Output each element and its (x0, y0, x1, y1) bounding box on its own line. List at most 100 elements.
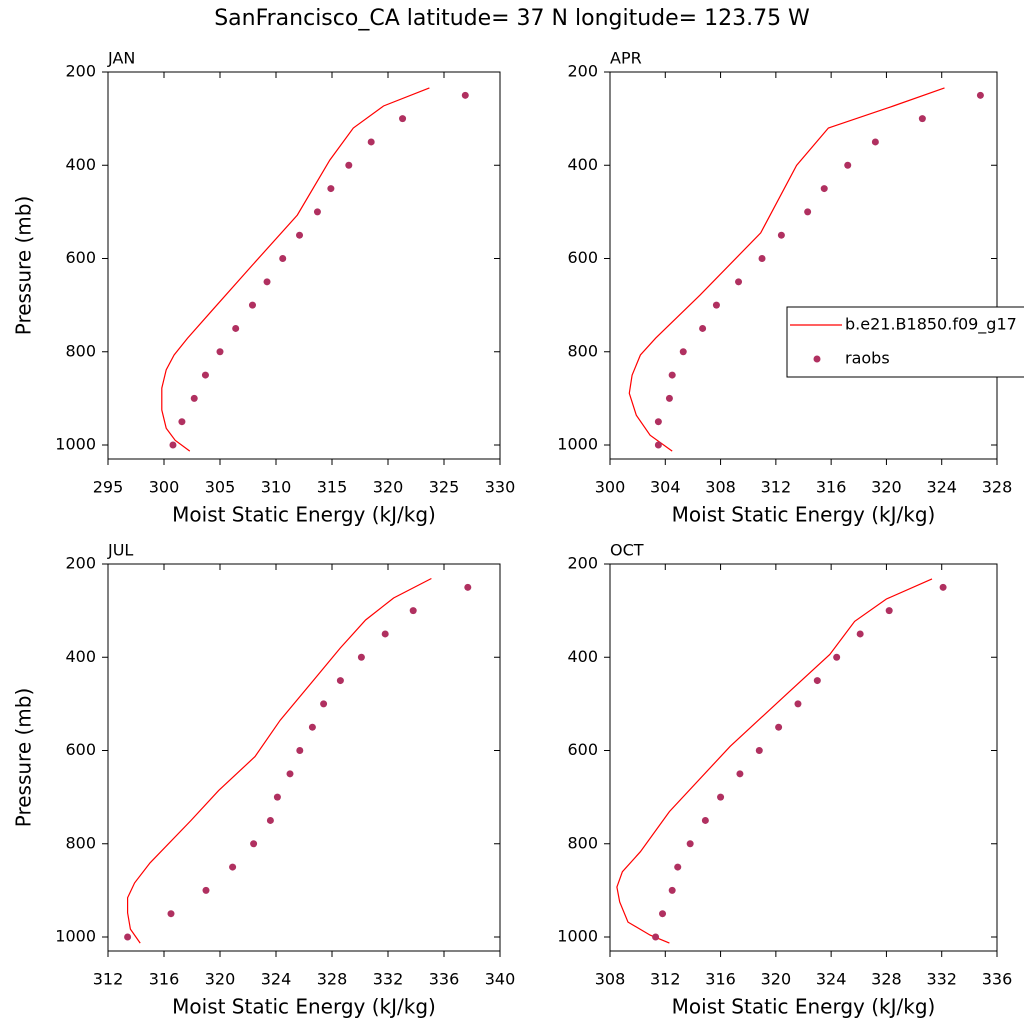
x-tick-label: 320 (373, 478, 404, 497)
raob-point (804, 208, 812, 216)
raob-point (674, 863, 682, 871)
raob-point (820, 185, 828, 193)
raob-point (856, 630, 864, 638)
y-tick-label: 800 (567, 833, 598, 852)
raob-point (202, 886, 210, 894)
model-line (127, 577, 432, 944)
raob-point (167, 910, 175, 918)
raob-point (250, 840, 258, 848)
x-tick-label: 332 (373, 970, 404, 989)
y-tick-label: 1000 (557, 927, 598, 946)
raob-point (939, 583, 947, 591)
x-tick-label: 320 (205, 970, 236, 989)
raob-point (296, 747, 304, 755)
raob-point (190, 394, 198, 402)
raob-point (844, 161, 852, 169)
raob-point (668, 886, 676, 894)
raob-point (735, 278, 743, 286)
raob-point (659, 910, 667, 918)
raob-point (736, 770, 744, 778)
y-tick-label: 1000 (55, 927, 96, 946)
panel-label: JUL (107, 541, 133, 560)
x-tick-label: 332 (926, 970, 957, 989)
x-tick-label: 328 (982, 478, 1013, 497)
raob-point (327, 185, 335, 193)
y-tick-label: 600 (65, 248, 96, 267)
raob-point (232, 324, 240, 332)
raob-point (813, 677, 821, 685)
raob-point (336, 677, 344, 685)
figure-title: SanFrancisco_CA latitude= 37 N longitude… (214, 6, 810, 31)
y-tick-label: 200 (567, 554, 598, 573)
plot-frame (107, 71, 501, 460)
y-tick-label: 400 (65, 647, 96, 666)
x-axis-label: Moist Static Energy (kJ/kg) (172, 995, 436, 1019)
raob-point (308, 723, 316, 731)
panel-label: OCT (610, 541, 644, 560)
raob-point (216, 348, 224, 356)
x-tick-label: 312 (650, 970, 681, 989)
raob-point (777, 231, 785, 239)
raob-point (320, 700, 328, 708)
raob-point (679, 348, 687, 356)
raob-point (775, 723, 783, 731)
raob-point (124, 933, 132, 941)
plot-frame (609, 71, 998, 460)
raob-point (758, 255, 766, 263)
x-tick-label: 316 (149, 970, 180, 989)
x-tick-label: 305 (205, 478, 236, 497)
raob-point (794, 700, 802, 708)
raob-point (699, 324, 707, 332)
raob-point (367, 138, 375, 146)
x-tick-label: 324 (926, 478, 957, 497)
model-line (161, 87, 430, 452)
raob-point (357, 653, 365, 661)
raob-point (918, 115, 926, 123)
x-tick-label: 328 (871, 970, 902, 989)
raob-point (399, 115, 407, 123)
raob-point (654, 441, 662, 449)
x-tick-label: 340 (485, 970, 516, 989)
y-tick-label: 800 (65, 833, 96, 852)
raob-point (286, 770, 294, 778)
x-tick-label: 320 (761, 970, 792, 989)
x-tick-label: 308 (705, 478, 736, 497)
raob-point (229, 863, 237, 871)
plot-frame (609, 563, 998, 952)
raob-point (755, 747, 763, 755)
y-tick-label: 800 (567, 341, 598, 360)
y-axis-label: Pressure (mb) (12, 196, 36, 336)
x-tick-label: 315 (317, 478, 348, 497)
raob-point (665, 394, 673, 402)
raob-point (712, 301, 720, 309)
y-tick-label: 400 (567, 647, 598, 666)
x-tick-label: 304 (650, 478, 681, 497)
x-tick-label: 312 (761, 478, 792, 497)
raob-point (461, 91, 469, 99)
x-tick-label: 330 (485, 478, 516, 497)
y-tick-label: 1000 (557, 435, 598, 454)
x-axis-label: Moist Static Energy (kJ/kg) (672, 503, 936, 527)
x-tick-label: 316 (705, 970, 736, 989)
legend-label: raobs (845, 349, 890, 368)
raob-point (871, 138, 879, 146)
raob-point (464, 583, 472, 591)
raob-point (266, 816, 274, 824)
x-axis-label: Moist Static Energy (kJ/kg) (672, 995, 936, 1019)
legend-box (786, 306, 1024, 378)
x-tick-label: 295 (93, 478, 124, 497)
raob-point (701, 816, 709, 824)
raob-point (409, 607, 417, 615)
legend-marker (813, 355, 821, 363)
y-tick-label: 200 (65, 62, 96, 81)
panel-label: JAN (107, 49, 135, 68)
raob-point (885, 607, 893, 615)
raob-point (296, 231, 304, 239)
y-axis-label: Pressure (mb) (12, 688, 36, 828)
model-line (628, 87, 945, 452)
x-tick-label: 312 (93, 970, 124, 989)
x-tick-label: 325 (429, 478, 460, 497)
